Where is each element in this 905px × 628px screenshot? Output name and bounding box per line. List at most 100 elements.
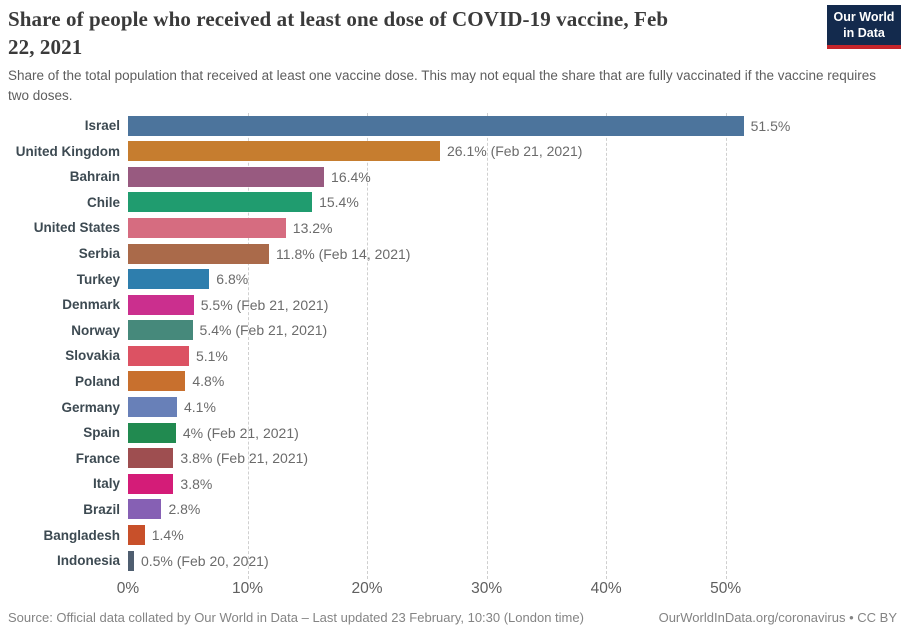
bar-row: Indonesia 0.5% (Feb 20, 2021) xyxy=(8,548,905,574)
bar-track: 51.5% xyxy=(128,115,905,136)
bar[interactable] xyxy=(128,525,145,546)
bar-track: 2.8% xyxy=(128,499,905,520)
bar[interactable] xyxy=(128,269,210,290)
bar-row: Italy 3.8% xyxy=(8,471,905,497)
chart-footer: Source: Official data collated by Our Wo… xyxy=(8,610,897,625)
bar-row: United Kingdom 26.1% (Feb 21, 2021) xyxy=(8,138,905,164)
x-tick-label: 10% xyxy=(232,580,264,598)
bar[interactable] xyxy=(128,397,177,418)
bar[interactable] xyxy=(128,320,193,341)
bar[interactable] xyxy=(128,115,744,136)
country-label: Denmark xyxy=(62,297,120,313)
bar[interactable] xyxy=(128,371,186,392)
x-tick-label: 40% xyxy=(590,580,622,598)
owid-logo[interactable]: Our World in Data xyxy=(827,5,901,50)
bar-row: Bangladesh 1.4% xyxy=(8,522,905,548)
bar-track: 5.1% xyxy=(128,345,905,366)
bar-track: 13.2% xyxy=(128,217,905,238)
chart-subtitle: Share of the total population that recei… xyxy=(8,68,877,103)
bar-track: 26.1% (Feb 21, 2021) xyxy=(128,141,905,162)
x-tick-label: 50% xyxy=(710,580,742,598)
owid-logo-text-line2: in Data xyxy=(843,25,885,40)
country-label: Italy xyxy=(92,476,120,492)
bar-track: 5.4% (Feb 21, 2021) xyxy=(128,320,905,341)
bar-value-label: 13.2% xyxy=(292,219,333,236)
bar-row: France 3.8% (Feb 21, 2021) xyxy=(8,445,905,471)
bar-chart: Israel 51.5% United Kingdom 26.1% (Feb 21, … xyxy=(8,112,905,603)
bar-rows: Israel 51.5% United Kingdom 26.1% (Feb 21, … xyxy=(8,113,905,574)
bar[interactable] xyxy=(128,243,270,264)
bar[interactable] xyxy=(128,550,134,571)
bar-row: Brazil 2.8% xyxy=(8,497,905,523)
bar-track: 1.4% xyxy=(128,525,905,546)
bar-track: 16.4% xyxy=(128,166,905,187)
bar-value-label: 15.4% xyxy=(319,194,359,211)
bar-row: Chile 15.4% xyxy=(8,190,905,216)
bar-track: 4.1% xyxy=(128,397,905,418)
bar-value-label: 4.1% xyxy=(184,399,216,416)
country-label: Chile xyxy=(86,194,120,210)
bar-row: Poland 4.8% xyxy=(8,369,905,395)
bar[interactable] xyxy=(128,166,325,187)
bar[interactable] xyxy=(128,141,440,162)
bar-track: 3.8% (Feb 21, 2021) xyxy=(128,448,905,469)
bar-row: Norway 5.4% (Feb 21, 2021) xyxy=(8,318,905,344)
bar-value-label: 16.4% xyxy=(331,168,371,185)
country-label: Turkey xyxy=(76,271,120,287)
country-label: United States xyxy=(33,220,120,236)
x-tick-label: 20% xyxy=(351,580,383,598)
country-label: Germany xyxy=(61,399,120,415)
bar-value-label: 2.8% xyxy=(168,501,201,518)
bar-track: 4% (Feb 21, 2021) xyxy=(128,422,905,443)
bar[interactable] xyxy=(128,422,176,443)
country-label: Norway xyxy=(71,322,120,338)
bar[interactable] xyxy=(128,473,174,494)
country-label: Indonesia xyxy=(56,553,120,569)
bar-value-label: 5.4% (Feb 21, 2021) xyxy=(199,322,328,339)
bar[interactable] xyxy=(128,217,286,238)
country-label: Slovakia xyxy=(65,348,120,364)
bar-value-label: 1.4% xyxy=(151,527,184,544)
source-note: Source: Official data collated by Our Wo… xyxy=(8,610,584,626)
x-axis: 0% 10% 20% 30% 40% 50% xyxy=(117,580,905,602)
country-label: Bangladesh xyxy=(43,527,120,543)
bar[interactable] xyxy=(128,448,174,469)
country-label: Poland xyxy=(74,373,120,389)
page-title: Share of people who received at least on… xyxy=(8,6,808,61)
bar-value-label: 4.8% xyxy=(192,373,225,390)
x-tick-label: 0% xyxy=(116,580,140,598)
bar-row: Germany 4.1% xyxy=(8,394,905,420)
bar-value-label: 4% (Feb 21, 2021) xyxy=(182,424,299,441)
bar-track: 5.5% (Feb 21, 2021) xyxy=(128,294,905,315)
x-tick-label: 30% xyxy=(471,580,503,598)
owid-logo-accent-bar xyxy=(827,45,901,50)
bar-track: 4.8% xyxy=(128,371,905,392)
country-label: Israel xyxy=(84,118,120,134)
bar-row: United States 13.2% xyxy=(8,215,905,241)
bar-value-label: 26.1% (Feb 21, 2021) xyxy=(446,143,583,160)
bar-row: Slovakia 5.1% xyxy=(8,343,905,369)
attribution-link[interactable]: OurWorldInData.org/coronavirus • CC BY xyxy=(658,610,897,626)
bar-track: 3.8% xyxy=(128,473,905,494)
country-label: Spain xyxy=(83,425,120,441)
country-label: Brazil xyxy=(83,501,120,517)
bar-track: 11.8% (Feb 14, 2021) xyxy=(128,243,905,264)
bar-value-label: 5.5% (Feb 21, 2021) xyxy=(200,296,329,313)
bar-value-label: 51.5% xyxy=(750,117,791,134)
owid-logo-text-line1: Our World xyxy=(833,10,895,24)
owid-logo-box: Our World in Data xyxy=(827,5,901,46)
bar-row: Israel 51.5% xyxy=(8,113,905,139)
bar-row: Spain 4% (Feb 21, 2021) xyxy=(8,420,905,446)
bar-row: Denmark 5.5% (Feb 21, 2021) xyxy=(8,292,905,318)
country-label: Bahrain xyxy=(69,169,120,185)
country-label: France xyxy=(75,450,120,466)
bar[interactable] xyxy=(128,499,162,520)
bar-value-label: 6.8% xyxy=(216,271,249,288)
plot-area: Israel 51.5% United Kingdom 26.1% (Feb 21, … xyxy=(8,112,905,580)
bar[interactable] xyxy=(128,192,313,213)
chart-header: Share of people who received at least on… xyxy=(0,0,905,105)
bar[interactable] xyxy=(128,294,194,315)
bar-value-label: 11.8% (Feb 14, 2021) xyxy=(276,245,411,262)
bar[interactable] xyxy=(128,345,189,366)
